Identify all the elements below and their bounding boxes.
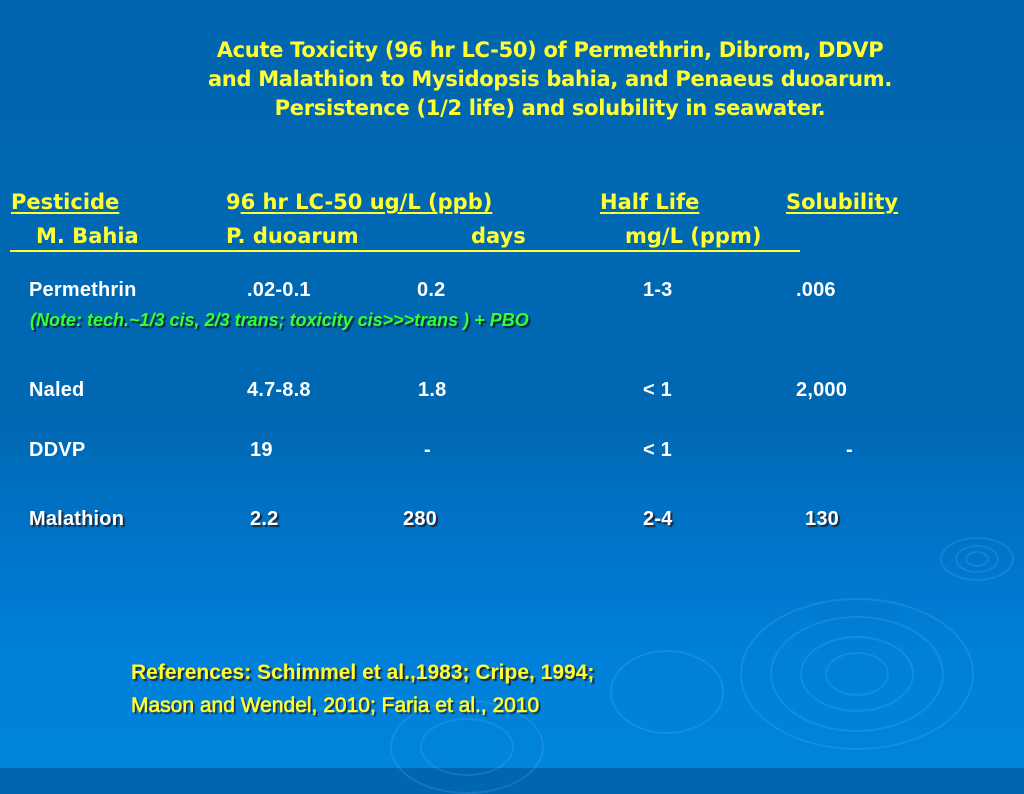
slide-title: Acute Toxicity (96 hr LC-50) of Permethr…	[100, 36, 1000, 123]
cell-solubility: 130	[805, 508, 839, 530]
header-pesticide: Pesticide	[11, 190, 120, 214]
header-days: days	[471, 224, 526, 248]
cell-half-life: 1-3	[643, 279, 673, 301]
cell-p-duoarum: 280	[403, 508, 437, 530]
cell-m-bahia: 2.2	[250, 508, 279, 530]
header-p-duoarum: P. duoarum	[226, 224, 359, 248]
permethrin-note: (Note: tech.~1/3 cis, 2/3 trans; toxicit…	[30, 310, 529, 330]
cell-m-bahia: 19	[250, 439, 273, 461]
cell-m-bahia: 4.7-8.8	[247, 379, 311, 401]
cell-solubility: -	[846, 439, 853, 461]
cell-m-bahia: .02-0.1	[247, 279, 311, 301]
cell-pesticide: DDVP	[29, 439, 86, 461]
cell-p-duoarum: 0.2	[417, 279, 446, 301]
cell-p-duoarum: 1.8	[418, 379, 447, 401]
references-line-1: References: Schimmel et al.,1983; Cripe,…	[131, 661, 595, 684]
cell-half-life: < 1	[643, 439, 672, 461]
references: References: Schimmel et al.,1983; Cripe,…	[131, 656, 595, 722]
title-line-2: and Malathion to Mysidopsis bahia, and P…	[207, 67, 893, 91]
cell-p-duoarum: -	[424, 439, 431, 461]
cell-pesticide: Naled	[29, 379, 85, 401]
cell-half-life: < 1	[643, 379, 672, 401]
header-lc50-prefix: 9	[226, 190, 241, 214]
header-mgl: mg/L (ppm)	[625, 224, 762, 248]
header-lc50-label: 6 hr LC-50 ug/L (ppb)	[240, 190, 493, 214]
cell-pesticide: Malathion	[29, 508, 125, 530]
cell-pesticide: Permethrin	[29, 279, 137, 301]
header-lc50: 96 hr LC-50 ug/L (ppb)	[226, 189, 492, 215]
slide: Acute Toxicity (96 hr LC-50) of Permethr…	[10, 36, 1014, 794]
header-m-bahia: M. Bahia	[36, 224, 139, 248]
cell-solubility: 2,000	[796, 379, 848, 401]
header-underline	[10, 250, 800, 252]
cell-solubility: .006	[796, 279, 836, 301]
title-line-1: Acute Toxicity (96 hr LC-50) of Permethr…	[216, 38, 884, 62]
references-line-2: Mason and Wendel, 2010; Faria et al., 20…	[131, 694, 540, 718]
cell-half-life: 2-4	[643, 508, 673, 530]
title-line-3: Persistence (1/2 life) and solubility in…	[274, 96, 826, 120]
header-solubility: Solubility	[786, 190, 899, 214]
header-half-life: Half Life	[600, 190, 700, 214]
